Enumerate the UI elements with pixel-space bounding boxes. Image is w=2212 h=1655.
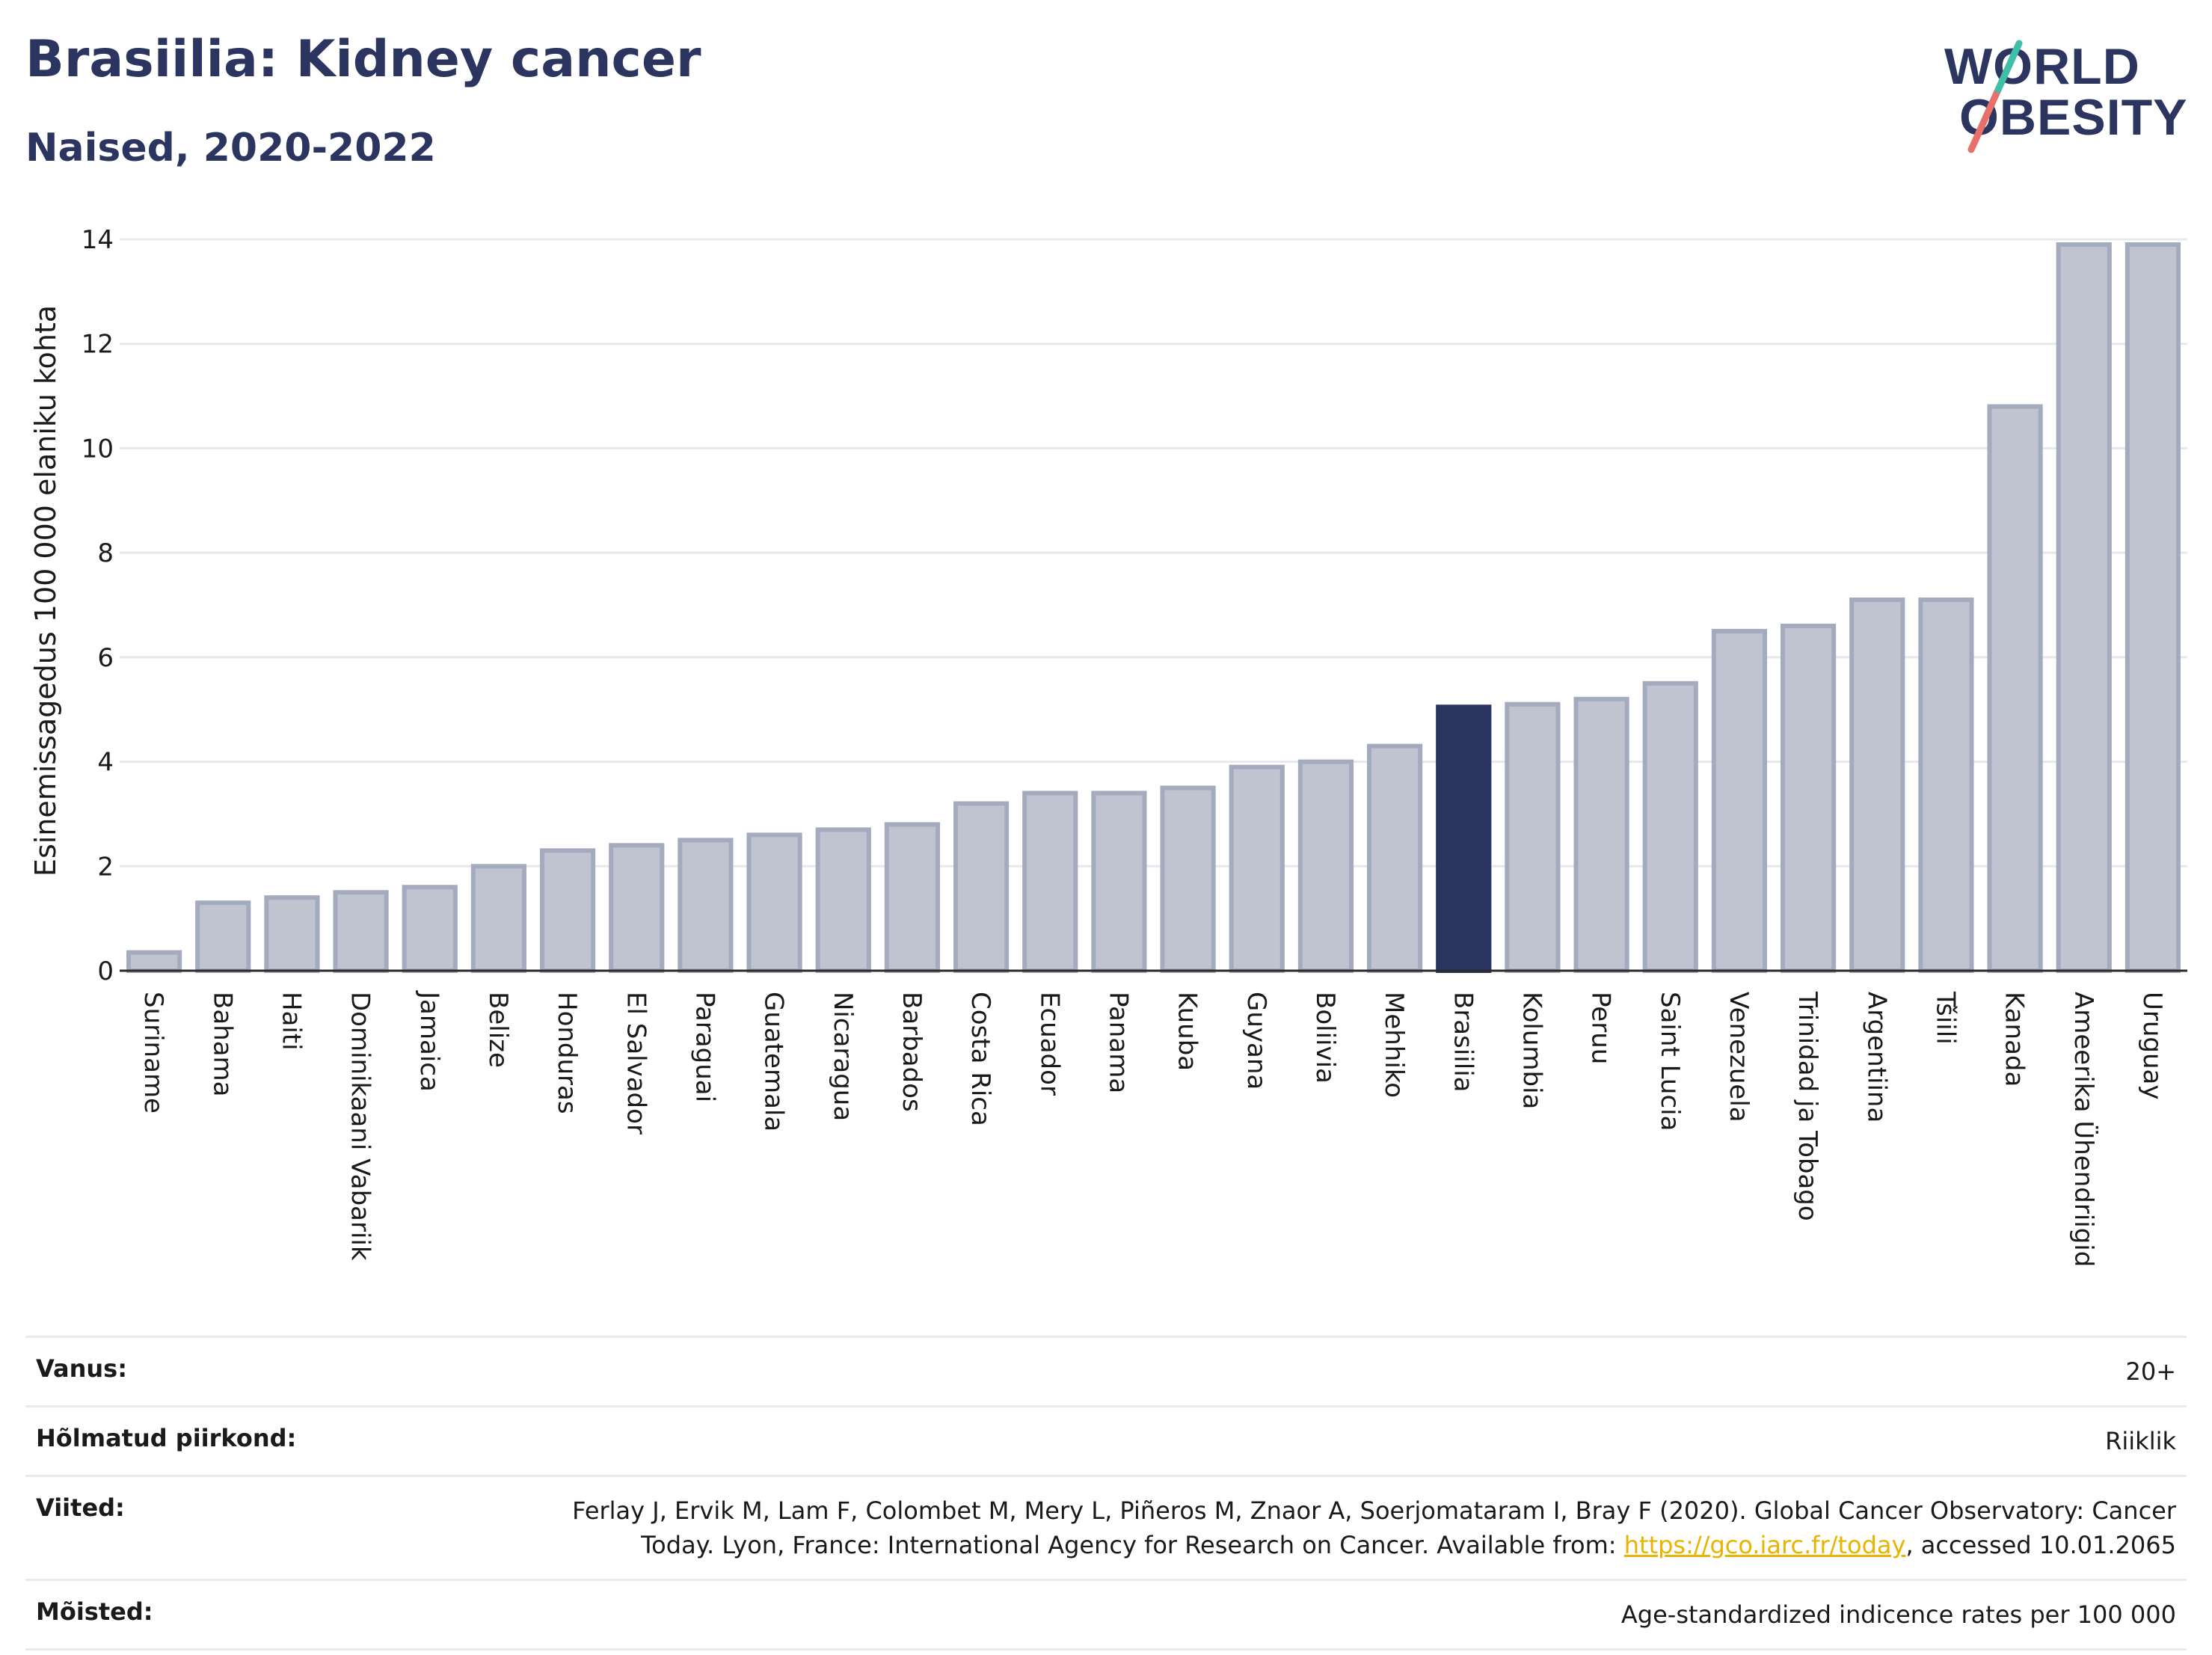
- x-tick-label: El Salvador: [621, 992, 651, 1134]
- bar-chart: 0 2 4 6 8 10 12 14 Suriname Bahama Haiti Dominikaa…: [29, 225, 2187, 1267]
- bar-bahama: [195, 900, 251, 973]
- bar-uruguay: [2125, 242, 2181, 973]
- x-tick-label: Peruu: [1586, 992, 1616, 1064]
- bar-t-iili: [1918, 598, 1974, 973]
- bar-boliivia: [1297, 759, 1354, 973]
- x-axis-labels: Suriname Bahama Haiti Dominikaani Vabariik J…: [138, 990, 2167, 1267]
- bar-nicaragua: [815, 827, 871, 974]
- bar-paraguai: [678, 838, 734, 974]
- x-tick-label: Brasiilia: [1448, 992, 1478, 1092]
- x-tick-label: Bahama: [207, 992, 237, 1097]
- meta-row-definitions: Mõisted: Age-standardized indicence rate…: [25, 1579, 2187, 1651]
- bar-argentiina: [1849, 598, 1905, 973]
- bars: [126, 242, 2181, 974]
- bar-brasiilia: [1436, 704, 1492, 973]
- y-axis-label: Esinemissagedus 100 000 elaniku kohta: [29, 305, 62, 876]
- meta-value-age: 20+: [2125, 1357, 2176, 1386]
- chart-title: Brasiilia: Kidney cancer: [25, 30, 701, 89]
- x-tick-label: Mehhiko: [1379, 992, 1409, 1098]
- reference-text: Ferlay J, Ervik M, Lam F, Colombet M, Me…: [572, 1496, 2176, 1559]
- x-tick-label: Argentiina: [1861, 992, 1891, 1123]
- logo-line1: WORLD: [1944, 38, 2140, 95]
- bar-kolumbia: [1505, 701, 1561, 973]
- x-tick-label: Jamaica: [414, 990, 444, 1092]
- bar-belize: [470, 864, 527, 974]
- x-tick-label: Venezuela: [1724, 992, 1754, 1123]
- reference-accessed: , accessed 10.01.2065: [1905, 1531, 2176, 1559]
- x-tick-label: Uruguay: [2137, 992, 2167, 1100]
- world-obesity-logo: WORLD OBESITY: [1944, 38, 2187, 153]
- meta-value-region: Riiklik: [2105, 1427, 2176, 1455]
- x-tick-label: Kanada: [2000, 992, 2030, 1087]
- bar-barbados: [884, 822, 941, 974]
- x-tick-label: Saint Lucia: [1655, 992, 1685, 1131]
- x-tick-label: Guyana: [1241, 992, 1271, 1090]
- x-tick-label: Guatemala: [759, 992, 789, 1132]
- bar-ecuador: [1022, 790, 1078, 973]
- metadata-table: Vanus: 20+ Hõlmatud piirkond: Riiklik Vi…: [25, 1336, 2187, 1651]
- bar-saint-lucia: [1642, 681, 1698, 973]
- x-tick-label: Belize: [483, 992, 513, 1068]
- x-tick-label: Kolumbia: [1517, 992, 1546, 1109]
- x-tick-label: Paraguai: [689, 992, 719, 1102]
- x-tick-label: Kuuba: [1173, 992, 1202, 1071]
- x-tick-label: Dominikaani Vabariik: [345, 992, 375, 1261]
- y-tick-label: 12: [82, 330, 114, 360]
- y-tick-label: 0: [97, 957, 114, 986]
- bar-ameerika-hendriigid: [2056, 242, 2112, 973]
- meta-value-definitions: Age-standardized indicence rates per 100…: [1620, 1600, 2176, 1629]
- x-tick-label: Barbados: [897, 992, 927, 1112]
- x-tick-label: Ameerika Ühendriigid: [2068, 992, 2099, 1267]
- bar-haiti: [264, 895, 320, 973]
- bar-peruu: [1573, 696, 1629, 973]
- y-tick-label: 4: [97, 748, 114, 778]
- meta-label-age: Vanus:: [36, 1354, 128, 1383]
- meta-row-age: Vanus: 20+: [25, 1336, 2187, 1405]
- meta-label-region: Hõlmatud piirkond:: [36, 1424, 297, 1452]
- x-tick-label: Honduras: [552, 992, 582, 1114]
- y-tick-label: 14: [82, 225, 114, 255]
- bar-jamaica: [402, 885, 458, 973]
- bar-venezuela: [1711, 628, 1768, 974]
- meta-row-region: Hõlmatud piirkond: Riiklik: [25, 1405, 2187, 1475]
- x-tick-label: Ecuador: [1034, 992, 1064, 1096]
- bar-dominikaani-vabariik: [333, 890, 389, 973]
- bar-mehhiko: [1366, 743, 1423, 973]
- bar-trinidad-ja-tobago: [1780, 623, 1837, 973]
- x-tick-label: Trinidad ja Tobago: [1792, 991, 1822, 1221]
- chart-subtitle: Naised, 2020-2022: [25, 126, 436, 171]
- meta-label-references: Viited:: [36, 1493, 125, 1522]
- y-tick-label: 10: [82, 434, 114, 464]
- x-tick-label: Boliivia: [1310, 992, 1340, 1084]
- x-tick-label: Costa Rica: [965, 992, 995, 1126]
- bar-guatemala: [746, 832, 802, 974]
- x-tick-label: Haiti: [276, 992, 306, 1051]
- bar-guyana: [1229, 764, 1285, 973]
- x-tick-label: Suriname: [138, 992, 168, 1114]
- bar-panama: [1091, 790, 1147, 973]
- y-tick-label: 2: [97, 852, 114, 882]
- bar-kanada: [1987, 404, 2043, 973]
- meta-label-definitions: Mõisted:: [36, 1597, 153, 1626]
- grid-lines: [120, 238, 2187, 868]
- x-tick-label: Tšiili: [1930, 991, 1960, 1045]
- meta-row-references: Viited: Ferlay J, Ervik M, Lam F, Colomb…: [25, 1475, 2187, 1579]
- reference-link[interactable]: https://gco.iarc.fr/today: [1623, 1531, 1906, 1559]
- y-axis-ticks: 0 2 4 6 8 10 12 14: [82, 225, 114, 986]
- meta-value-references: Ferlay J, Ervik M, Lam F, Colombet M, Me…: [568, 1493, 2176, 1562]
- bar-suriname: [126, 950, 182, 974]
- y-tick-label: 6: [97, 643, 114, 673]
- y-tick-label: 8: [97, 538, 114, 568]
- bar-el-salvador: [609, 843, 665, 974]
- bar-kuuba: [1160, 785, 1216, 973]
- x-tick-label: Panama: [1103, 992, 1133, 1093]
- bar-costa-rica: [953, 801, 1010, 974]
- x-tick-label: Nicaragua: [828, 992, 858, 1121]
- bar-honduras: [539, 848, 596, 974]
